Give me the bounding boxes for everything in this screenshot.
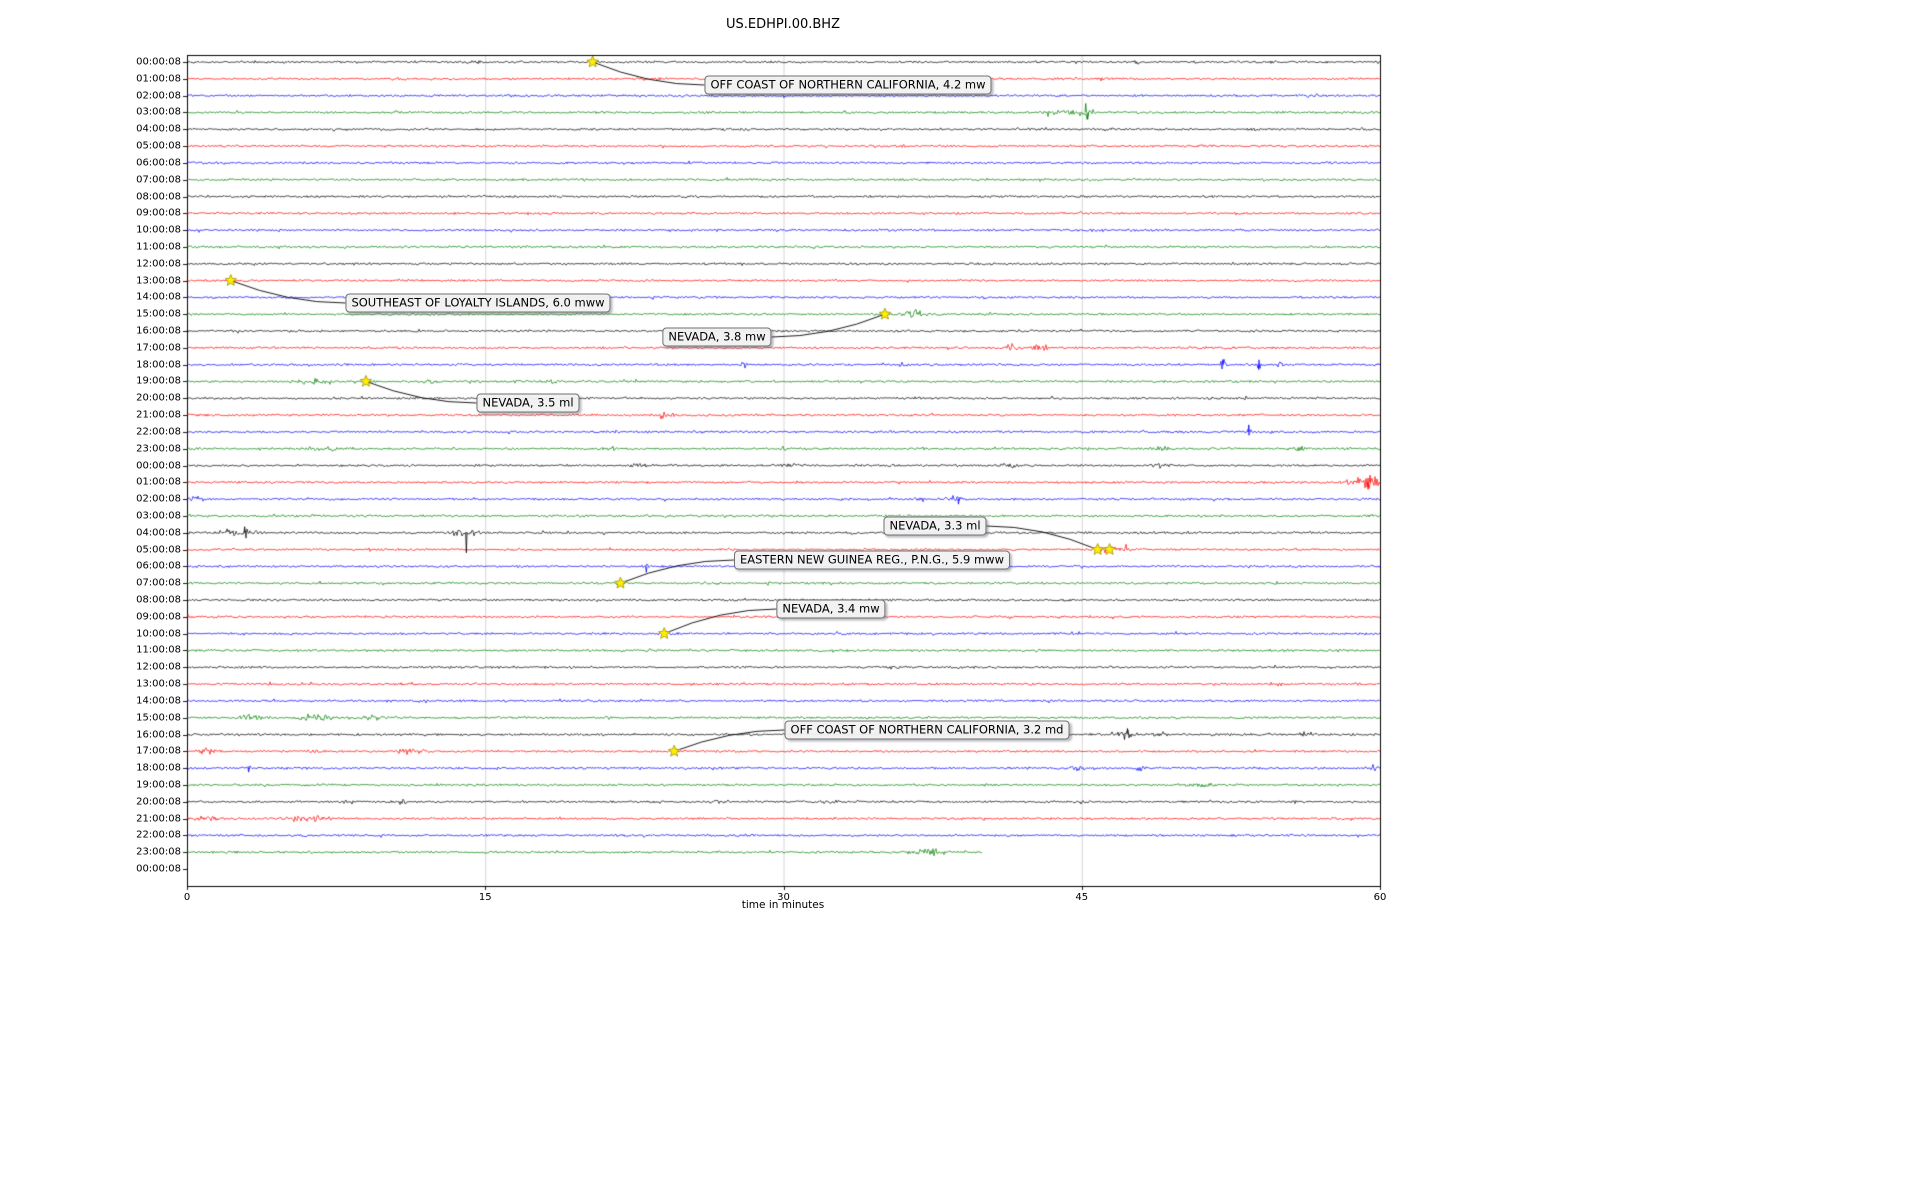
x-tick-label: 45 [1075,892,1089,903]
event-annotation: NEVADA, 3.3 ml [883,516,987,536]
trace-time-label: 19:00:08 [136,779,181,791]
x-axis-label: time in minutes [741,899,825,911]
trace-time-label: 07:00:08 [136,577,181,589]
trace-time-label: 20:00:08 [136,796,181,808]
trace-time-label: 01:00:08 [136,73,181,85]
trace-time-label: 23:00:08 [136,443,181,455]
trace-time-label: 00:00:08 [136,863,181,875]
trace-time-label: 18:00:08 [136,359,181,371]
chart-title: US.EDHPI.00.BHZ [726,17,840,32]
trace-time-label: 21:00:08 [136,409,181,421]
trace-time-label: 18:00:08 [136,762,181,774]
trace-time-label: 19:00:08 [136,375,181,387]
trace-time-label: 06:00:08 [136,560,181,572]
trace-time-label: 04:00:08 [136,527,181,539]
trace-time-label: 04:00:08 [136,123,181,135]
trace-time-label: 20:00:08 [136,392,181,404]
trace-time-label: 16:00:08 [136,729,181,740]
trace-time-label: 16:00:08 [136,325,181,337]
trace-time-label: 03:00:08 [136,106,181,118]
trace-time-label: 00:00:08 [136,56,181,68]
trace-time-label: 02:00:08 [136,90,181,102]
trace-time-label: 10:00:08 [136,224,181,236]
event-annotation: NEVADA, 3.4 mw [776,599,886,619]
trace-time-label: 23:00:08 [136,846,181,858]
event-annotation: EASTERN NEW GUINEA REG., P.N.G., 5.9 mww [733,550,1011,570]
event-annotation: NEVADA, 3.8 mw [662,327,772,347]
trace-time-label: 05:00:08 [136,544,181,556]
x-tick-label: 15 [478,892,492,903]
event-annotation: OFF COAST OF NORTHERN CALIFORNIA, 4.2 mw [704,75,992,95]
trace-time-label: 11:00:08 [136,241,181,253]
trace-time-label: 02:00:08 [136,493,181,505]
trace-time-label: 00:00:08 [136,460,181,471]
event-annotation: SOUTHEAST OF LOYALTY ISLANDS, 6.0 mww [345,293,611,313]
trace-time-label: 03:00:08 [136,510,181,522]
trace-time-label: 22:00:08 [136,829,181,841]
trace-time-label: 15:00:08 [136,712,181,724]
trace-time-label: 22:00:08 [136,426,181,438]
trace-time-label: 09:00:08 [136,207,181,219]
trace-time-label: 13:00:08 [136,275,181,287]
x-tick-label: 60 [1373,892,1387,903]
trace-time-label: 14:00:08 [136,291,181,303]
trace-time-label: 12:00:08 [136,258,181,270]
trace-time-label: 11:00:08 [136,644,181,656]
trace-time-label: 06:00:08 [136,157,181,169]
trace-time-label: 05:00:08 [136,140,181,152]
trace-time-label: 13:00:08 [136,678,181,690]
x-tick-label: 30 [777,892,790,903]
trace-time-label: 08:00:08 [136,594,181,606]
trace-time-label: 07:00:08 [136,174,181,186]
trace-time-label: 09:00:08 [136,611,181,623]
trace-time-label: 01:00:08 [136,476,181,488]
trace-time-label: 15:00:08 [136,308,181,320]
trace-time-label: 08:00:08 [136,191,181,202]
event-annotation: NEVADA, 3.5 ml [476,393,580,413]
trace-time-label: 10:00:08 [136,628,181,640]
trace-time-label: 12:00:08 [136,661,181,673]
trace-time-label: 21:00:08 [136,813,181,825]
trace-time-label: 14:00:08 [136,695,181,707]
event-annotation: OFF COAST OF NORTHERN CALIFORNIA, 3.2 md [784,720,1070,740]
trace-time-label: 17:00:08 [136,745,181,757]
x-tick-label: 0 [183,892,191,903]
trace-time-label: 17:00:08 [136,342,181,354]
